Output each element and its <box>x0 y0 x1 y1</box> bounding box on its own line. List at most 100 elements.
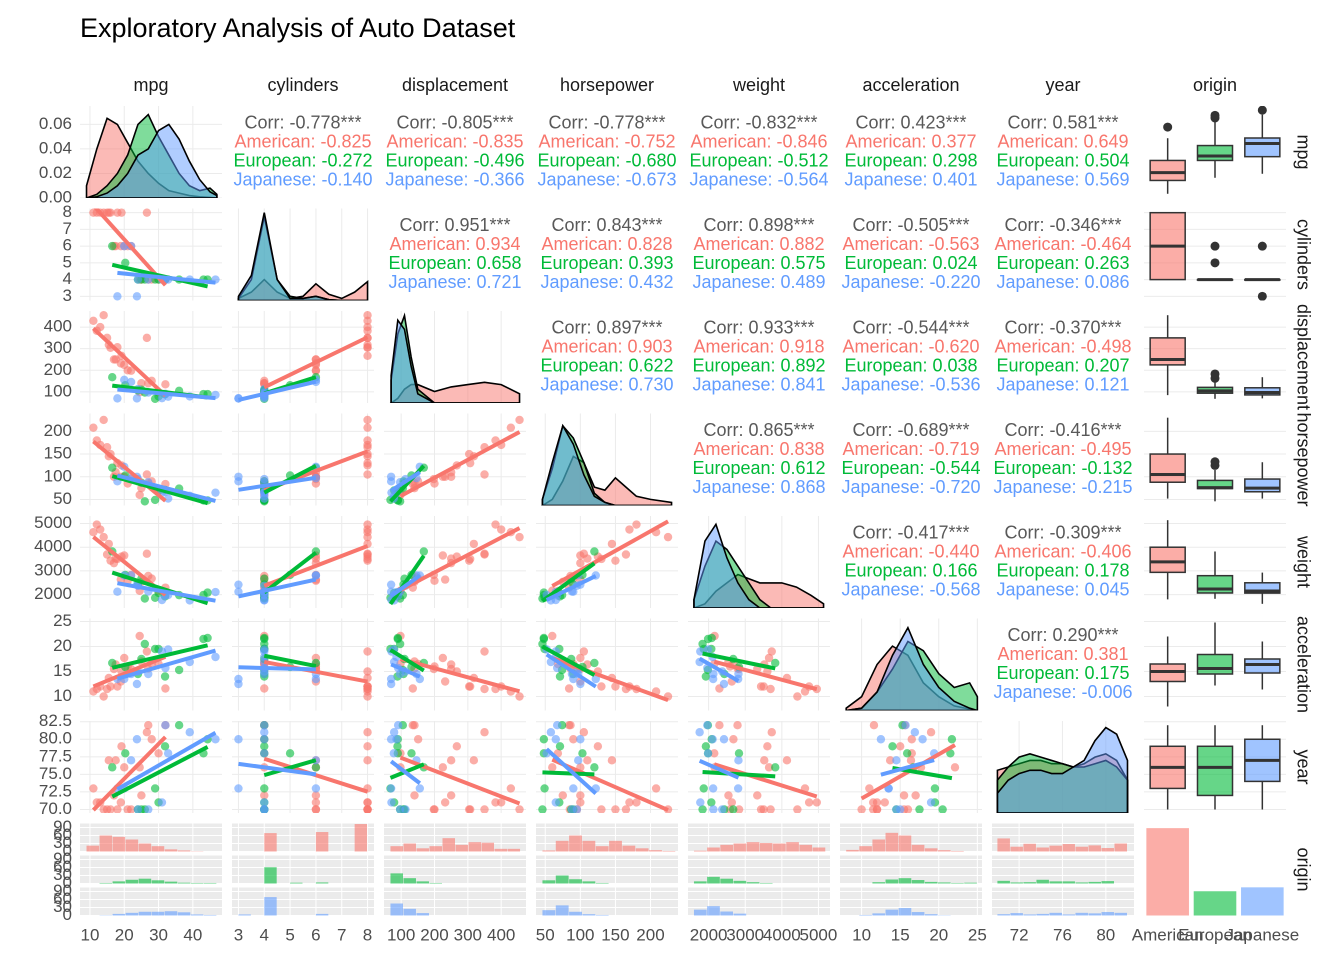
x-tick-label: 5000 <box>800 925 838 944</box>
point <box>576 791 585 800</box>
point <box>540 784 549 793</box>
hist-bar <box>164 881 178 884</box>
panel <box>389 311 521 403</box>
point <box>89 687 98 696</box>
point <box>438 653 448 663</box>
hist-bar <box>1023 882 1036 884</box>
point <box>363 316 372 326</box>
point <box>410 791 419 800</box>
y-tick-label: 72.5 <box>39 781 72 800</box>
fit-line <box>263 756 369 794</box>
point <box>99 532 108 542</box>
y-tick-label: 2000 <box>34 584 72 603</box>
hist-bar <box>203 882 217 884</box>
hist-bar <box>964 882 977 884</box>
y-tick-label: 100 <box>44 466 72 485</box>
fit-line <box>698 759 740 780</box>
hist-bar <box>924 848 938 852</box>
point <box>698 805 707 813</box>
hist-bar <box>264 867 277 884</box>
panel <box>232 311 374 403</box>
density <box>846 625 978 711</box>
point <box>363 351 372 361</box>
corr-group: European: 0.024 <box>844 253 977 273</box>
hist-bar <box>1036 847 1049 852</box>
hist-bar <box>1049 881 1062 884</box>
hist-bar <box>997 914 1010 916</box>
point <box>760 756 769 765</box>
y-tick-label: 0.04 <box>39 138 72 157</box>
point <box>707 798 716 807</box>
point <box>142 333 152 343</box>
panel <box>536 618 678 711</box>
point <box>121 749 130 758</box>
point <box>117 208 126 217</box>
point <box>727 798 737 807</box>
y-tick-label: 5000 <box>34 513 72 532</box>
corr-group: Japanese: 0.401 <box>844 169 977 189</box>
point <box>576 653 585 663</box>
y-tick-label: 10 <box>53 686 72 705</box>
hist-bar <box>872 913 886 916</box>
corr-group: European: -0.544 <box>841 458 980 478</box>
corr-group: Japanese: -0.140 <box>233 169 372 189</box>
point <box>140 497 150 506</box>
panel <box>1146 828 1284 916</box>
hist-bar <box>442 838 456 852</box>
point <box>163 645 173 654</box>
point <box>108 763 117 772</box>
point <box>393 742 402 751</box>
x-tick-label: 200 <box>636 925 664 944</box>
y-tick-label: 70.0 <box>39 799 72 818</box>
hist-bar <box>403 843 416 852</box>
point <box>734 749 744 758</box>
fit-line <box>551 757 669 812</box>
point <box>363 742 372 751</box>
y-tick-label: 30 <box>53 833 72 852</box>
hist-bar <box>635 848 649 852</box>
hist-bar <box>1101 912 1114 916</box>
panel: Corr: -0.370***American: -0.498European:… <box>994 317 1131 394</box>
panel: Corr: -0.346***American: -0.464European:… <box>994 215 1131 292</box>
point <box>311 791 321 800</box>
panel <box>237 208 369 301</box>
point <box>793 805 802 813</box>
hist-bar <box>707 876 720 884</box>
point <box>157 798 167 807</box>
y-tick-label: 0 <box>63 873 72 892</box>
hist-bar <box>582 881 596 884</box>
point <box>99 692 108 701</box>
row-strip: displacement <box>1293 304 1313 410</box>
point <box>699 784 708 793</box>
point <box>506 784 516 793</box>
hist-bar <box>720 878 734 884</box>
point <box>393 721 403 730</box>
panel <box>536 855 678 884</box>
count-bar <box>1241 887 1284 916</box>
hist-bar <box>733 843 747 852</box>
point <box>260 633 269 643</box>
point <box>135 631 144 641</box>
panel <box>996 721 1129 813</box>
point <box>133 275 143 284</box>
corr-overall: Corr: 0.898*** <box>703 215 814 235</box>
point <box>947 735 957 744</box>
hist-bar <box>1023 843 1036 852</box>
point <box>812 798 821 807</box>
point <box>440 575 450 584</box>
x-tick-label: 200 <box>420 925 448 944</box>
panel <box>1144 417 1286 502</box>
fit-line <box>238 475 317 492</box>
density <box>693 522 824 608</box>
point <box>363 340 372 349</box>
panel: Corr: -0.505***American: -0.563European:… <box>841 215 980 292</box>
hist-bar <box>315 832 329 852</box>
hist-bar <box>898 878 912 884</box>
point <box>611 556 620 565</box>
point <box>446 660 456 669</box>
point <box>567 805 577 813</box>
point <box>892 756 901 765</box>
fit-line <box>713 659 818 692</box>
point <box>108 241 117 251</box>
corr-group: European: -0.272 <box>233 150 372 170</box>
